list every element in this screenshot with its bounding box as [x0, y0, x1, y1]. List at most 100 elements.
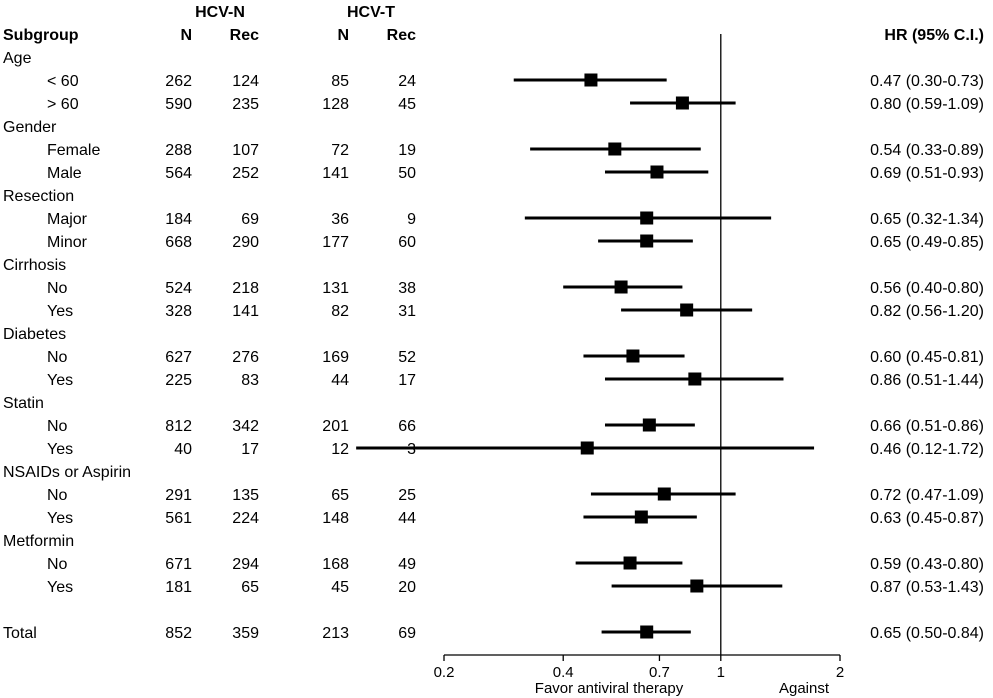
- cell-n-hcv-t: 128: [322, 96, 349, 113]
- total-label: Total: [3, 625, 37, 642]
- cell-rec-hcv-t: 45: [398, 96, 416, 113]
- x-axis-ticks: 0.2 0.4 0.7 1 2: [434, 655, 844, 681]
- header-rec-hcv-t: Rec: [387, 27, 416, 44]
- favor-right-label: Against: [779, 680, 830, 697]
- hr-point-marker: [688, 372, 702, 386]
- cell-hr-ci: 0.65 (0.49-0.85): [870, 234, 984, 251]
- hr-point-marker: [642, 418, 656, 432]
- x-tick-label: 0.7: [649, 664, 670, 681]
- cell-rec-hcv-n: 141: [232, 303, 259, 320]
- subgroup-label: Minor: [47, 234, 88, 251]
- hr-point-marker: [680, 303, 694, 317]
- table-rows: Age < 60 262 124 85 24 0.47 (0.30-0.73) > 60 590…: [3, 50, 984, 642]
- cell-n-hcv-n: 225: [165, 372, 192, 389]
- forest-marks: [356, 73, 815, 639]
- cell-hr-ci: 0.46 (0.12-1.72): [870, 441, 984, 458]
- subgroup-label: Yes: [47, 579, 73, 596]
- cell-rec-hcv-t: 20: [398, 579, 416, 596]
- cell-n-hcv-t: 12: [331, 441, 349, 458]
- cell-hr-ci: 0.69 (0.51-0.93): [870, 165, 984, 182]
- cell-n-hcv-t: 82: [331, 303, 349, 320]
- cell-rec-hcv-n: 135: [232, 487, 259, 504]
- hr-point-marker: [675, 96, 689, 110]
- x-tick-label: 2: [836, 664, 844, 681]
- cell-n-hcv-t: 85: [331, 73, 349, 90]
- cell-rec-hcv-t: 19: [398, 142, 416, 159]
- cell-rec-hcv-n: 276: [232, 349, 259, 366]
- cell-rec-hcv-n: 359: [232, 625, 259, 642]
- cell-hr-ci: 0.72 (0.47-1.09): [870, 487, 984, 504]
- cell-n-hcv-n: 852: [165, 625, 192, 642]
- hr-point-marker: [634, 510, 648, 524]
- category-label: Cirrhosis: [3, 257, 66, 274]
- cell-n-hcv-t: 148: [322, 510, 349, 527]
- cell-rec-hcv-t: 69: [398, 625, 416, 642]
- hr-point-marker: [580, 441, 594, 455]
- cell-hr-ci: 0.86 (0.51-1.44): [870, 372, 984, 389]
- x-tick-label: 1: [717, 664, 725, 681]
- group-header-hcv-t: HCV-T: [347, 4, 395, 21]
- cell-rec-hcv-t: 17: [398, 372, 416, 389]
- cell-n-hcv-t: 131: [322, 280, 349, 297]
- hr-point-marker: [626, 349, 640, 363]
- group-header-hcv-n: HCV-N: [195, 4, 245, 21]
- header-hr: HR (95% C.I.): [884, 27, 984, 44]
- subgroup-label: Male: [47, 165, 82, 182]
- cell-hr-ci: 0.63 (0.45-0.87): [870, 510, 984, 527]
- cell-n-hcv-n: 564: [165, 165, 192, 182]
- cell-n-hcv-n: 40: [174, 441, 192, 458]
- cell-rec-hcv-t: 60: [398, 234, 416, 251]
- x-tick-label: 0.2: [434, 664, 455, 681]
- cell-n-hcv-n: 561: [165, 510, 192, 527]
- cell-rec-hcv-n: 218: [232, 280, 259, 297]
- cell-rec-hcv-n: 17: [241, 441, 259, 458]
- cell-rec-hcv-t: 24: [398, 73, 416, 90]
- cell-n-hcv-n: 184: [165, 211, 192, 228]
- cell-rec-hcv-t: 9: [407, 211, 416, 228]
- subgroup-label: Yes: [47, 303, 73, 320]
- subgroup-label: Yes: [47, 372, 73, 389]
- subgroup-label: Female: [47, 142, 100, 159]
- subgroup-label: > 60: [47, 96, 79, 113]
- cell-n-hcv-n: 181: [165, 579, 192, 596]
- category-label: Resection: [3, 188, 74, 205]
- hr-point-marker: [608, 142, 622, 156]
- cell-rec-hcv-t: 38: [398, 280, 416, 297]
- cell-n-hcv-n: 627: [165, 349, 192, 366]
- hr-point-marker: [690, 579, 704, 593]
- cell-rec-hcv-n: 69: [241, 211, 259, 228]
- subgroup-label: No: [47, 349, 68, 366]
- cell-rec-hcv-t: 44: [398, 510, 416, 527]
- hr-point-marker: [640, 211, 654, 225]
- cell-hr-ci: 0.65 (0.50-0.84): [870, 625, 984, 642]
- cell-hr-ci: 0.80 (0.59-1.09): [870, 96, 984, 113]
- cell-rec-hcv-t: 31: [398, 303, 416, 320]
- cell-n-hcv-t: 169: [322, 349, 349, 366]
- cell-n-hcv-t: 44: [331, 372, 349, 389]
- category-label: Statin: [3, 395, 44, 412]
- x-tick-label: 0.4: [553, 664, 574, 681]
- cell-rec-hcv-n: 290: [232, 234, 259, 251]
- cell-n-hcv-n: 671: [165, 556, 192, 573]
- cell-rec-hcv-t: 50: [398, 165, 416, 182]
- hr-point-marker: [584, 73, 598, 87]
- cell-rec-hcv-n: 83: [241, 372, 259, 389]
- subgroup-label: No: [47, 418, 68, 435]
- cell-hr-ci: 0.59 (0.43-0.80): [870, 556, 984, 573]
- header-rec-hcv-n: Rec: [230, 27, 259, 44]
- cell-n-hcv-t: 213: [322, 625, 349, 642]
- category-label: Metformin: [3, 533, 74, 550]
- hr-point-marker: [623, 556, 637, 570]
- subgroup-label: Yes: [47, 510, 73, 527]
- cell-rec-hcv-t: 66: [398, 418, 416, 435]
- subgroup-label: < 60: [47, 73, 79, 90]
- category-label: NSAIDs or Aspirin: [3, 464, 131, 481]
- subgroup-label: Yes: [47, 441, 73, 458]
- hr-point-marker: [640, 234, 654, 248]
- cell-rec-hcv-n: 235: [232, 96, 259, 113]
- subgroup-label: No: [47, 556, 68, 573]
- cell-n-hcv-n: 262: [165, 73, 192, 90]
- cell-rec-hcv-n: 252: [232, 165, 259, 182]
- cell-n-hcv-n: 291: [165, 487, 192, 504]
